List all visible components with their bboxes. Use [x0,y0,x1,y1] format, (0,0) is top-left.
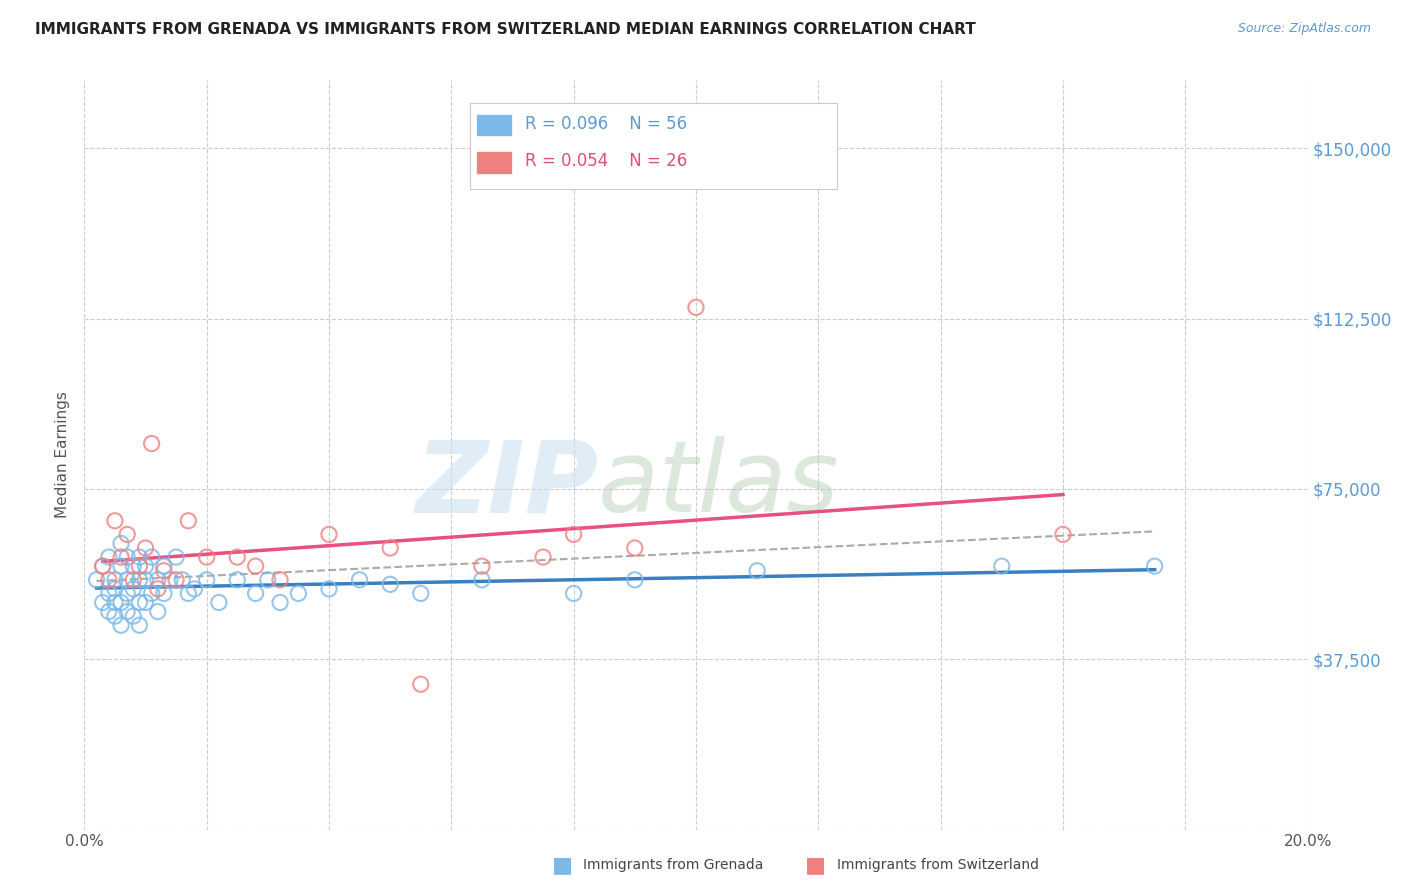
Point [153,586,176,600]
Point [471,559,494,574]
Point [1052,527,1074,541]
Point [141,436,163,450]
Point [122,573,145,587]
Point [128,550,150,565]
Point [104,514,127,528]
Point [110,595,132,609]
Text: R = 0.054    N = 26: R = 0.054 N = 26 [524,153,688,170]
Point [269,573,291,587]
Point [226,550,249,565]
Point [91,595,114,609]
Text: Source: ZipAtlas.com: Source: ZipAtlas.com [1237,22,1371,36]
Point [165,573,187,587]
Point [146,605,169,619]
Point [97,550,120,565]
Point [146,573,169,587]
Point [115,586,138,600]
Point [135,541,157,555]
Text: atlas: atlas [598,436,839,533]
Point [409,677,432,691]
Point [245,559,267,574]
Point [177,514,200,528]
Point [531,550,554,565]
Point [110,618,132,632]
Point [257,573,280,587]
Point [245,586,267,600]
Point [159,573,181,587]
Point [122,609,145,624]
Point [172,573,194,587]
Point [471,573,494,587]
Point [195,550,218,565]
Point [115,605,138,619]
Point [318,527,340,541]
Point [97,586,120,600]
Point [115,550,138,565]
Point [115,527,138,541]
Point [624,573,647,587]
Point [747,564,769,578]
Point [110,550,132,565]
Point [153,559,176,574]
Point [135,573,157,587]
Point [195,573,218,587]
Text: ZIP: ZIP [415,436,598,533]
Point [135,595,157,609]
Point [380,577,402,591]
Point [128,559,150,574]
Point [146,582,169,596]
Point [318,582,340,596]
Point [177,586,200,600]
Text: R = 0.096    N = 56: R = 0.096 N = 56 [524,115,688,133]
Point [269,595,291,609]
Point [685,301,707,315]
FancyBboxPatch shape [475,152,513,174]
Point [128,618,150,632]
Point [226,573,249,587]
FancyBboxPatch shape [470,103,837,189]
Point [104,582,127,596]
Point [110,559,132,574]
Text: ■: ■ [553,855,572,875]
Point [562,586,585,600]
Point [208,595,231,609]
Point [86,573,108,587]
Point [183,582,205,596]
Point [122,582,145,596]
Point [135,559,157,574]
Point [91,559,114,574]
Point [91,559,114,574]
Point [115,573,138,587]
Text: IMMIGRANTS FROM GRENADA VS IMMIGRANTS FROM SWITZERLAND MEDIAN EARNINGS CORRELATI: IMMIGRANTS FROM GRENADA VS IMMIGRANTS FR… [35,22,976,37]
Point [104,609,127,624]
Y-axis label: Median Earnings: Median Earnings [55,392,70,518]
Point [624,541,647,555]
Point [97,605,120,619]
Point [153,564,176,578]
Text: Immigrants from Switzerland: Immigrants from Switzerland [837,858,1039,872]
Point [110,536,132,550]
Point [141,586,163,600]
Point [380,541,402,555]
Point [409,586,432,600]
Text: Immigrants from Grenada: Immigrants from Grenada [583,858,763,872]
Point [104,573,127,587]
Point [562,527,585,541]
Point [991,559,1014,574]
Text: ■: ■ [806,855,825,875]
FancyBboxPatch shape [475,114,513,136]
Point [165,550,187,565]
Point [287,586,309,600]
Point [122,559,145,574]
Point [97,573,120,587]
Point [349,573,371,587]
Point [128,595,150,609]
Point [104,595,127,609]
Point [141,550,163,565]
Point [1143,559,1166,574]
Point [128,573,150,587]
